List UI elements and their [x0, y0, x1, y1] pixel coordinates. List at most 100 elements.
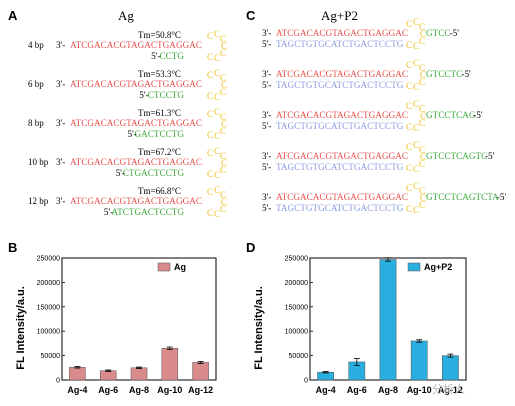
panel-b: B FL Intensity/a.u. 0 50000 100000 150000 20… — [8, 240, 217, 395]
panel-d-xtick-label-1: Ag-6 — [347, 385, 367, 395]
panel-c-tail-2: GTCCTCAG — [426, 110, 476, 120]
panel-a-loop-2-base-0: C — [207, 109, 213, 119]
panel-a-row-label-1: 6 bp — [28, 79, 44, 89]
panel-c-loop-4-base-6: C — [406, 204, 412, 214]
panel-a-loop-1-base-0: C — [207, 70, 213, 80]
panel-a-loop-3-base-4: C — [220, 165, 226, 175]
panel-a-loop-1-base-1: C — [214, 68, 220, 78]
panel-c-loop-4-base-5: C — [413, 205, 419, 215]
panel-c-loop-2-base-2: C — [419, 104, 425, 114]
panel-c-loop-3-base-2: C — [419, 145, 425, 155]
panel-c-loop-0-base-4: C — [419, 36, 425, 46]
panel-c-loop-3-base-5: C — [413, 164, 419, 174]
panel-a-loop-1-base-5: C — [214, 92, 220, 102]
panel-d-ytick-label-4: 200000 — [285, 280, 308, 287]
panel-a-strand-2: ATCGACACGTAGACTGAGGAC — [70, 118, 202, 128]
panel-a-loop-3-base-5: C — [214, 170, 220, 180]
panel-c-loop-0-base-5: C — [413, 41, 419, 51]
panel-a-prefix-bottom-3: 5'- — [116, 168, 125, 178]
panel-a-loop-3-base-2: C — [220, 151, 226, 161]
panel-b-ytick-label-0: 0 — [56, 378, 60, 385]
panel-a-comp-2: GACTCCTG — [134, 129, 184, 139]
panel-c-loop-1-base-0: C — [406, 60, 412, 70]
panel-d-ytick-label-1: 50000 — [289, 353, 309, 360]
panel-b-plot-frame — [61, 257, 217, 381]
panel-a-loop-0-base-1: C — [214, 29, 220, 39]
panel-d-xtick-label-4: Ag-12 — [438, 385, 463, 395]
panel-a-loop-2-base-2: C — [220, 112, 226, 122]
panel-a-prefix-bottom-4: 5'- — [104, 207, 113, 217]
panel-c-strand-bottom-3: TAGCTGTGCATCTGACTCCTG — [276, 162, 404, 172]
panel-a-loop-2-base-3: C — [221, 119, 227, 129]
panel-d-ytick-label-2: 100000 — [285, 329, 308, 336]
panel-c-strand-bottom-4: TAGCTGTGCATCTGACTCCTG — [276, 203, 404, 213]
panel-a-loop-4-base-2: C — [220, 190, 226, 200]
panel-a-strand-4: ATCGACACGTAGACTGAGGAC — [70, 196, 202, 206]
panel-a-prefix-bottom-0: 5'- — [151, 51, 160, 61]
panel-a-loop-2-base-4: C — [220, 126, 226, 136]
panel-d-ytick-label-0: 0 — [304, 378, 308, 385]
panel-a-row-label-0: 4 bp — [28, 40, 44, 50]
panel-d-xtick-label-3: Ag-10 — [407, 385, 432, 395]
panel-a-loop-4-base-1: C — [214, 185, 220, 195]
panel-d: D FL Intensity/a.u. 0 50000 100000 150000 20… — [246, 240, 467, 395]
panel-a-loop-1-base-4: C — [220, 87, 226, 97]
panel-c-loop-4-base-0: C — [406, 183, 412, 193]
panel-c-loop-4-base-2: C — [419, 186, 425, 196]
panel-a-loop-4-base-0: C — [207, 187, 213, 197]
panel-b-ytick-label-3: 150000 — [37, 304, 60, 311]
panel-a-loop-0-base-5: C — [214, 53, 220, 63]
panel-a-loop-4-base-3: C — [221, 197, 227, 207]
panel-c-loop-3-base-0: C — [406, 142, 412, 152]
panel-a-loop-4-base-5: C — [214, 209, 220, 219]
panel-c-prefix-top-3: 3'- — [262, 151, 271, 161]
panel-a-prefix-bottom-1: 5'- — [139, 90, 148, 100]
panel-a-loop-0-base-0: C — [207, 31, 213, 41]
panel-a-comp-1: CTCCTG — [148, 90, 185, 100]
panel-b-bar-1 — [99, 370, 117, 381]
panel-c-loop-2-base-6: C — [406, 122, 412, 132]
panel-a-loop-0-base-6: C — [207, 52, 213, 62]
panel-a-loop-3-base-6: C — [207, 169, 213, 179]
panel-b-xtick-label-0: Ag-4 — [67, 385, 87, 395]
panel-c-tail-3: GTCCTCAGTC — [426, 151, 487, 161]
panel-a-prefix-bottom-2: 5'- — [127, 129, 136, 139]
panel-c-loop-0-base-0: C — [406, 19, 412, 29]
panel-a-loop-2-base-1: C — [214, 107, 220, 117]
panel-a: A Ag 4 bp Tm=50.8°C 3'- ATCGACACGTAGACTGAGG… — [8, 8, 227, 219]
panel-c-prefix-bottom-0: 5'- — [262, 39, 271, 49]
panel-d-legend-label: Ag+P2 — [424, 262, 452, 272]
panel-a-tm-3: Tm=67.2°C — [138, 147, 181, 157]
panel-c-title: Ag+P2 — [321, 8, 358, 23]
panel-c-strand-bottom-2: TAGCTGTGCATCTGACTCCTG — [276, 121, 404, 131]
panel-d-bar-3 — [410, 340, 428, 381]
panel-a-loop-2-base-6: C — [207, 130, 213, 140]
panel-a-row-label-2: 8 bp — [28, 118, 44, 128]
panel-a-strand-3: ATCGACACGTAGACTGAGGAC — [70, 157, 202, 167]
watermark: 分析人 — [432, 382, 465, 396]
panel-a-row-label-4: 12 bp — [28, 196, 49, 206]
panel-b-ytick-label-2: 100000 — [37, 329, 60, 336]
panel-c-strand-bottom-1: TAGCTGTGCATCTGACTCCTG — [276, 80, 404, 90]
panel-a-tm-0: Tm=50.8°C — [138, 30, 181, 40]
panel-a-loop-1-base-6: C — [207, 91, 213, 101]
panel-c-loop-4-base-3: C — [420, 193, 426, 203]
panel-c-loop-3-base-3: C — [420, 152, 426, 162]
panel-c-loop-2-base-0: C — [406, 101, 412, 111]
panel-a-loop-3-base-3: C — [221, 158, 227, 168]
panel-c-loop-2-base-1: C — [413, 99, 419, 109]
panel-a-strand-1: ATCGACACGTAGACTGAGGAC — [70, 79, 202, 89]
panel-c-loop-3-base-6: C — [406, 163, 412, 173]
panel-b-xtick-label-1: Ag-6 — [98, 385, 118, 395]
panel-a-comp-4: ATCTGACTCCTG — [112, 207, 185, 217]
panel-d-letter: D — [246, 240, 255, 255]
panel-b-xtick-label-4: Ag-12 — [188, 385, 213, 395]
panel-c-loop-2-base-3: C — [420, 111, 426, 121]
panel-c-prefix-bottom-1: 5'- — [262, 80, 271, 90]
panel-b-letter: B — [8, 240, 17, 255]
panel-c-prefix-top-0: 3'- — [262, 28, 271, 38]
panel-c-loop-1-base-4: C — [419, 77, 425, 87]
panel-c-strand-top-0: ATCGACACGTAGACTGAGGAC — [276, 28, 408, 38]
panel-a-loop-0-base-2: C — [220, 34, 226, 44]
